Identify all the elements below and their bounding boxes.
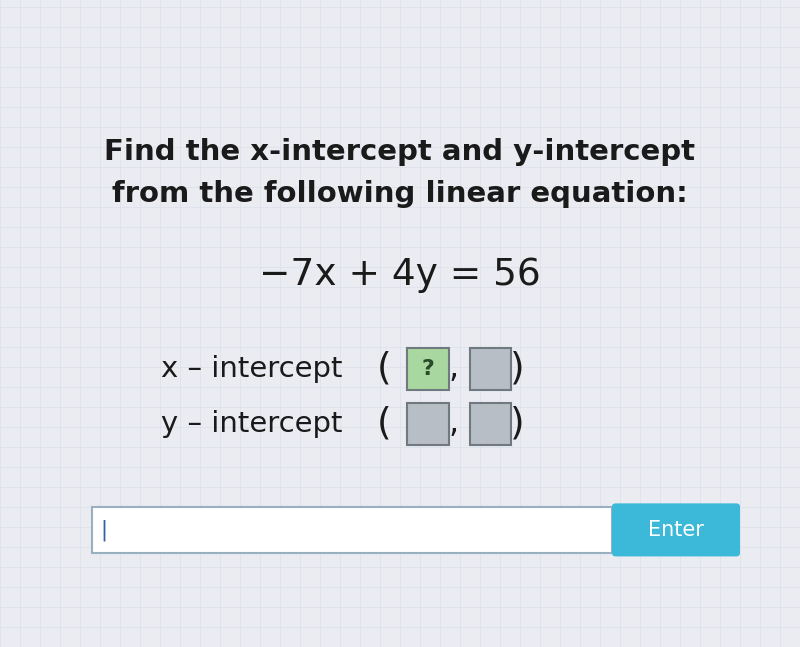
FancyBboxPatch shape (470, 402, 511, 445)
Text: ): ) (510, 406, 525, 442)
Text: ): ) (510, 351, 525, 387)
Text: Find the x-intercept and y-intercept: Find the x-intercept and y-intercept (105, 138, 695, 166)
Text: ?: ? (422, 359, 434, 378)
Text: |: | (100, 519, 107, 541)
FancyBboxPatch shape (92, 507, 612, 553)
Text: (: ( (377, 406, 391, 442)
Text: ,: , (449, 353, 458, 384)
FancyBboxPatch shape (407, 348, 449, 389)
Text: ,: , (449, 408, 458, 439)
Text: −7x + 4y = 56: −7x + 4y = 56 (259, 257, 541, 293)
Text: y – intercept: y – intercept (162, 410, 342, 438)
FancyBboxPatch shape (407, 402, 449, 445)
FancyBboxPatch shape (612, 503, 740, 556)
Text: Enter: Enter (648, 520, 704, 540)
Text: from the following linear equation:: from the following linear equation: (112, 180, 688, 208)
Text: x – intercept: x – intercept (162, 355, 342, 383)
Text: (: ( (377, 351, 391, 387)
FancyBboxPatch shape (470, 348, 511, 389)
